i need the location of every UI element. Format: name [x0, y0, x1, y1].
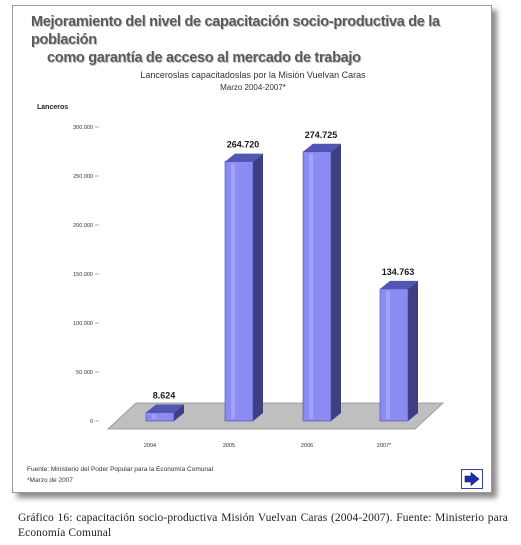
bar-top: [380, 280, 418, 289]
bar-front: [224, 161, 254, 422]
bar-side: [174, 404, 184, 421]
chart-floor: [106, 402, 445, 430]
y-tick-label: 250.000: [73, 174, 93, 180]
bar-2006: [302, 143, 341, 422]
bar-2004: [145, 404, 184, 422]
x-tick-label: 2006: [301, 443, 313, 449]
right-arrow-icon: [464, 471, 480, 487]
y-tick-label: 150.000: [73, 272, 93, 278]
bar-highlight: [152, 414, 156, 419]
bar-highlight: [231, 163, 235, 419]
figure-title: Mejoramiento del nivel de capacitación s…: [31, 13, 481, 67]
bar-highlight: [309, 153, 313, 419]
figure-title-line-2: como garantía de acceso al mercado de tr…: [47, 50, 361, 66]
bar-top: [303, 143, 341, 152]
bar-value-label: 264.720: [227, 140, 260, 150]
x-tick-label: 2007*: [377, 443, 392, 449]
y-tick-label: 200.000: [73, 223, 93, 229]
figure-frame: Mejoramiento del nivel de capacitación s…: [12, 5, 492, 493]
figure-title-line-1: Mejoramiento del nivel de capacitación s…: [31, 14, 440, 48]
bar-side: [331, 143, 341, 421]
source-line-1: Fuente: Ministerio del Poder Popular par…: [27, 466, 214, 473]
bar-value-label: 134.763: [382, 267, 415, 277]
bar-value-label: 274.725: [305, 130, 338, 140]
figure-caption: Gráfico 16: capacitación socio-productiv…: [18, 512, 508, 539]
chart-subtitle: Marzo 2004-2007*: [220, 83, 286, 92]
bar-2007*: [379, 280, 418, 422]
bar-front: [145, 412, 175, 422]
source-line-2: *Marzo de 2007: [27, 477, 73, 484]
bar-2005: [224, 153, 263, 422]
chart-title: Lanceroslas capacitadoslas por la Misión…: [140, 70, 366, 80]
bar-side: [253, 153, 263, 421]
y-tick-label: 300.000: [73, 125, 93, 131]
y-axis-label: Lanceros: [37, 104, 68, 111]
y-tick-label: 0: [90, 419, 93, 425]
bar-front: [302, 151, 332, 422]
bar-top: [146, 404, 184, 413]
y-tick-label: 50.000: [76, 370, 93, 376]
x-tick-label: 2005: [223, 443, 235, 449]
bar-highlight: [386, 290, 390, 419]
bar-top: [225, 153, 263, 162]
next-slide-button[interactable]: [461, 469, 483, 489]
bar-front: [379, 288, 409, 422]
bar-chart: Lanceroslas capacitadoslas por la Misión…: [37, 70, 445, 449]
y-tick-label: 100.000: [73, 321, 93, 327]
x-tick-label: 2004: [144, 443, 156, 449]
bar-value-label: 8.624: [153, 391, 176, 401]
source-note: Fuente: Ministerio del Poder Popular par…: [27, 464, 327, 486]
bar-side: [408, 280, 418, 421]
